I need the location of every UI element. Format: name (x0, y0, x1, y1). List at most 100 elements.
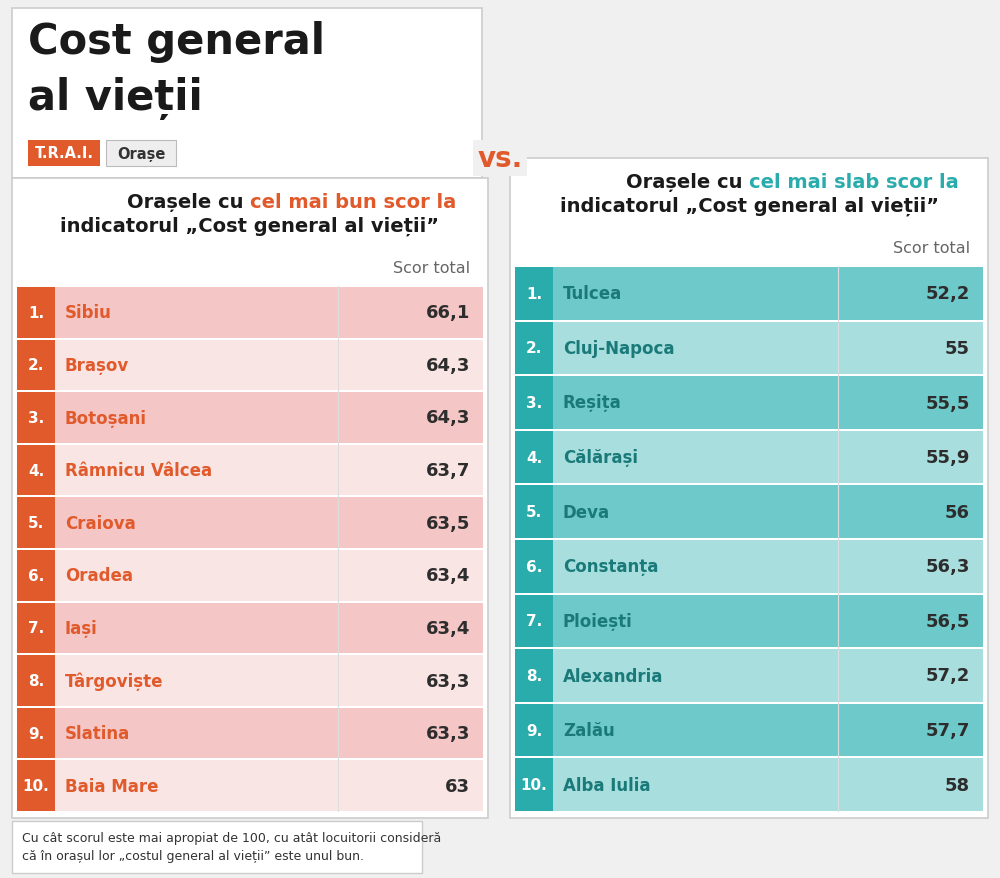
Text: Botoșani: Botoșani (65, 409, 147, 427)
Text: cel mai bun scor la: cel mai bun scor la (250, 193, 456, 212)
Bar (17, 288, 55, 338)
Text: 63,4: 63,4 (426, 619, 470, 637)
Text: 56,3: 56,3 (926, 558, 970, 576)
Bar (17, 551, 55, 601)
Text: 63,3: 63,3 (426, 724, 470, 742)
Text: 5.: 5. (526, 505, 542, 520)
Bar (515, 540, 983, 593)
Text: Cluj-Napoca: Cluj-Napoca (563, 340, 674, 357)
Bar (515, 540, 553, 593)
Bar (106, 140, 176, 167)
Text: Brașov: Brașov (65, 356, 129, 375)
Text: 7.: 7. (28, 621, 44, 636)
Text: Târgoviște: Târgoviște (65, 672, 164, 690)
Text: 1.: 1. (28, 306, 44, 320)
Bar (515, 595, 983, 647)
Bar (17, 498, 483, 549)
Text: 9.: 9. (526, 723, 542, 738)
Text: 4.: 4. (526, 450, 542, 465)
Bar (515, 268, 983, 320)
Bar (17, 551, 483, 601)
Text: Reșița: Reșița (563, 394, 622, 412)
Bar (515, 704, 553, 757)
Text: 10.: 10. (23, 778, 49, 794)
Text: Cost general: Cost general (28, 21, 325, 63)
Text: Constanța: Constanța (563, 558, 658, 576)
Text: 4.: 4. (28, 463, 44, 478)
Bar (515, 759, 553, 811)
Text: 66,1: 66,1 (426, 304, 470, 322)
Text: 2.: 2. (526, 341, 542, 356)
Bar (17, 708, 55, 759)
Text: 56: 56 (945, 503, 970, 522)
Text: 1.: 1. (526, 286, 542, 301)
Bar (515, 431, 983, 484)
Text: 58: 58 (945, 776, 970, 794)
Text: 56,5: 56,5 (926, 612, 970, 630)
Text: vs.: vs. (477, 145, 523, 173)
Bar (17, 392, 55, 443)
Text: 64,3: 64,3 (426, 356, 470, 375)
Bar (17, 656, 55, 706)
Text: 55: 55 (945, 340, 970, 357)
Text: 7.: 7. (526, 614, 542, 629)
Text: 57,7: 57,7 (926, 722, 970, 739)
Text: Deva: Deva (563, 503, 610, 522)
Text: Ploiești: Ploiești (563, 612, 633, 630)
Text: Oradea: Oradea (65, 566, 133, 585)
Text: 63,4: 63,4 (426, 566, 470, 585)
Text: Sibiu: Sibiu (65, 304, 112, 322)
Text: Cu cât scorul este mai apropiat de 100, cu atât locuitorii consideră
că în orașu: Cu cât scorul este mai apropiat de 100, … (22, 831, 441, 862)
Text: 8.: 8. (526, 668, 542, 683)
Bar (17, 603, 55, 653)
Bar (515, 322, 553, 375)
Text: Scor total: Scor total (893, 241, 970, 255)
Text: 55,9: 55,9 (926, 449, 970, 466)
Bar (515, 268, 553, 320)
Text: Baia Mare: Baia Mare (65, 777, 158, 795)
Bar (17, 340, 55, 391)
Bar (515, 431, 553, 484)
Bar (28, 140, 100, 167)
Text: 63,7: 63,7 (426, 462, 470, 479)
Text: Orașe: Orașe (117, 147, 165, 162)
Bar (515, 377, 553, 429)
Text: Iași: Iași (65, 619, 98, 637)
Bar (515, 650, 983, 702)
Text: 6.: 6. (526, 559, 542, 574)
Text: Călărași: Călărași (563, 449, 638, 466)
Text: T.R.A.I.: T.R.A.I. (34, 147, 94, 162)
Text: Orașele cu: Orașele cu (626, 173, 749, 191)
Bar (17, 760, 483, 811)
Text: indicatorul „Cost general al vieții”: indicatorul „Cost general al vieții” (60, 217, 440, 236)
Text: Zalău: Zalău (563, 722, 615, 739)
Bar (515, 759, 983, 811)
Bar (17, 340, 483, 391)
Bar (17, 760, 55, 811)
Text: Craiova: Craiova (65, 515, 136, 532)
Text: Alba Iulia: Alba Iulia (563, 776, 650, 794)
Text: 63: 63 (445, 777, 470, 795)
Bar (510, 159, 988, 818)
Bar (515, 595, 553, 647)
Bar (515, 322, 983, 375)
Bar (515, 486, 983, 538)
Bar (17, 603, 483, 653)
Text: Orașele cu: Orașele cu (127, 193, 250, 212)
Text: indicatorul „Cost general al vieții”: indicatorul „Cost general al vieții” (560, 197, 938, 216)
Bar (515, 650, 553, 702)
Text: al vieții: al vieții (28, 77, 203, 120)
Text: 5.: 5. (28, 515, 44, 530)
Text: 8.: 8. (28, 673, 44, 688)
Bar (17, 445, 55, 496)
Text: 63,5: 63,5 (426, 515, 470, 532)
Text: 63,3: 63,3 (426, 672, 470, 690)
Text: 52,2: 52,2 (926, 285, 970, 303)
Bar (515, 704, 983, 757)
Text: cel mai slab scor la: cel mai slab scor la (749, 173, 959, 191)
Text: 10.: 10. (521, 777, 547, 792)
Text: Scor total: Scor total (393, 261, 470, 276)
Text: 55,5: 55,5 (926, 394, 970, 412)
Bar (515, 377, 983, 429)
Bar (17, 288, 483, 338)
